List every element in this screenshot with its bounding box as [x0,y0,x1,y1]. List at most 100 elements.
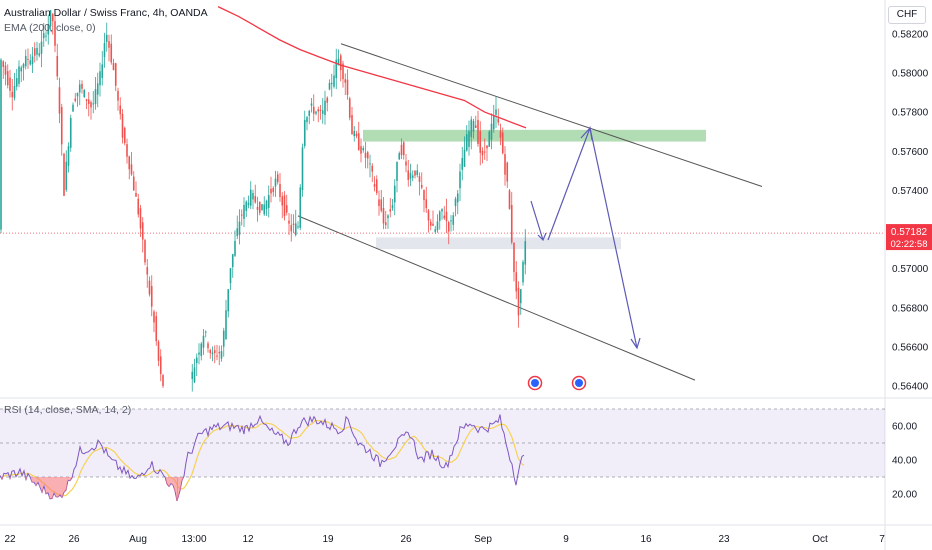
candle-body [508,190,511,209]
candle-body [418,176,421,182]
rsi-tick-label: 60.00 [892,422,917,433]
candle-body [348,98,351,118]
candle-body [380,199,383,211]
candle-body [409,173,412,179]
candle-body [497,118,500,123]
rsi-band-fill [0,409,885,477]
price-tick-label: 0.56800 [892,303,929,314]
candle-body [519,289,522,304]
candle-body [47,24,50,35]
candle-body [78,84,81,93]
candle-body [436,221,439,231]
candle-body [344,79,347,83]
candle-body [114,63,117,86]
candle-body [90,102,92,108]
candle-body [405,161,407,166]
candle-body [441,208,443,212]
projection-arrow-1 [530,200,544,241]
candle-body [155,316,158,342]
candle-body [29,60,32,65]
candle-body [254,196,257,203]
rsi-tick-label: 40.00 [892,456,917,467]
candle-body [229,268,232,284]
channel-upper-line [340,43,763,188]
candle-body [225,310,227,340]
candle-body [443,215,446,219]
candle-body [231,254,234,268]
candle-body [42,33,45,39]
candle-body [85,99,88,101]
candle-body [213,350,216,354]
candle-body [67,146,70,166]
candle-body [308,110,311,116]
candle-body [315,111,317,114]
candle-body [200,343,203,356]
candle-body [101,64,104,78]
candle-body [211,352,214,355]
candle-body [319,109,322,111]
candle-body [285,205,288,213]
candle-body [256,206,259,210]
candle-body [438,211,441,221]
time-tick-label: Sep [474,534,492,545]
candle-body [366,152,369,159]
candle-body [513,242,515,273]
candle-body [506,162,509,182]
candle-body [328,82,331,90]
candle-body [427,210,430,221]
candle-body [74,98,77,101]
candle-body [204,331,207,333]
candle-body [330,82,333,85]
candle-body [132,176,135,191]
currency-button[interactable]: CHF [888,6,926,24]
candle-body [299,187,302,228]
candle-body [83,89,86,98]
time-tick-label: 26 [400,534,412,545]
candle-body [6,71,9,86]
candle-body [110,43,113,63]
candle-body [263,204,266,215]
candle-body [303,120,306,147]
candle-body [400,144,403,155]
candle-body [510,204,513,243]
candle-body [33,48,36,56]
candle-body [54,21,56,46]
candle-body [202,335,205,348]
candle-body [128,156,131,170]
price-tick-label: 0.58000 [892,69,929,80]
candle-body [360,146,362,154]
candle-body [447,222,450,232]
time-tick-label: 9 [563,534,569,545]
candle-body [81,83,83,89]
price-badge-countdown: 02:22:58 [891,239,928,250]
price-tick-label: 0.57600 [892,147,929,158]
candle-body [267,195,270,208]
candle-body [375,179,378,193]
candle-body [454,198,457,207]
candle-body [60,107,63,145]
candle-body [108,41,110,48]
candle-body [15,78,18,87]
candle-body [36,47,38,55]
candle-body [65,161,68,190]
candle-body [216,355,218,357]
candle-body [306,117,308,123]
candle-body [13,85,16,98]
candle-body [477,119,479,144]
candle-body [339,55,342,71]
candle-body [389,209,392,212]
candle-body [479,131,482,153]
candle-body [301,147,304,191]
candle-body [56,55,59,77]
candles [0,9,527,392]
candle-body [459,171,461,189]
candle-body [371,165,374,172]
candle-body [396,161,398,181]
candle-body [391,205,394,209]
candle-body [312,106,315,114]
candle-body [105,34,108,42]
candle-body [130,164,133,175]
candle-body [135,192,137,197]
